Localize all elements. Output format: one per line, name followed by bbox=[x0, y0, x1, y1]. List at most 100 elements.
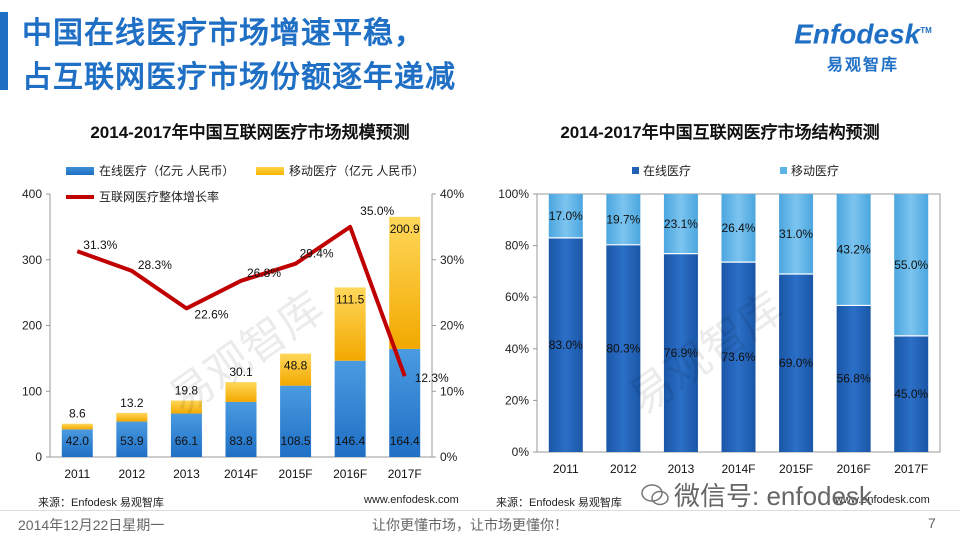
y2-tick-label: 20% bbox=[440, 319, 464, 333]
y-tick-label: 20% bbox=[505, 393, 529, 407]
x-tick-label: 2017F bbox=[388, 467, 422, 481]
wechat-icon bbox=[641, 483, 669, 505]
legend-swatch-blue bbox=[66, 166, 94, 175]
y-tick-label: 200 bbox=[22, 319, 42, 333]
mobile-medical-bar bbox=[170, 400, 202, 414]
y2-tick-label: 40% bbox=[440, 187, 464, 201]
growth-rate-label: 12.3% bbox=[415, 371, 449, 385]
growth-rate-line bbox=[76, 224, 407, 377]
x-tick-label: 2017F bbox=[894, 462, 928, 476]
x-tick-label: 2012 bbox=[610, 462, 637, 476]
mobile-share-bar bbox=[663, 194, 698, 254]
x-tick-label: 2016F bbox=[837, 462, 871, 476]
mobile-share-bar bbox=[721, 194, 756, 263]
wechat-id: 微信号: enfodesk bbox=[674, 481, 872, 511]
online-share-bar bbox=[894, 335, 929, 452]
growth-rate-label: 26.8% bbox=[247, 266, 281, 280]
y-tick-label: 400 bbox=[22, 187, 42, 201]
growth-rate-label: 22.6% bbox=[194, 307, 228, 321]
y2-tick-label: 30% bbox=[440, 253, 464, 267]
x-tick-label: 2014F bbox=[721, 462, 755, 476]
y2-tick-label: 10% bbox=[440, 384, 464, 398]
online-share-label: 56.8% bbox=[837, 372, 871, 386]
mobile-share-label: 19.7% bbox=[606, 212, 640, 226]
page-title-line2: 占互联网医疗市场份额逐年递减 bbox=[22, 61, 456, 94]
mobile-share-bar bbox=[606, 194, 641, 245]
mobile-value-label: 200.9 bbox=[390, 222, 420, 236]
legend-label: 移动医疗 bbox=[791, 164, 840, 178]
footer-date: 2014年12月22日星期一 bbox=[18, 517, 165, 533]
left-source: 来源：Enfodesk 易观智库 bbox=[38, 497, 164, 509]
enfodesk-logo: EnfodeskTM 易观智库 bbox=[788, 14, 938, 74]
y-tick-label: 100 bbox=[22, 384, 42, 398]
legend-label: 在线医疗（亿元 人民币） bbox=[99, 164, 235, 178]
logo-tm: TM bbox=[920, 26, 932, 35]
mobile-share-label: 31.0% bbox=[779, 227, 813, 241]
legend-swatch-light-blue bbox=[780, 167, 787, 174]
online-value-label: 164.4 bbox=[390, 434, 420, 448]
logo-subtitle: 易观智库 bbox=[826, 57, 899, 75]
mobile-medical-bar bbox=[225, 382, 257, 402]
legend-online-medical: 在线医疗（亿元 人民币） bbox=[66, 162, 234, 179]
y-tick-label: 40% bbox=[505, 342, 529, 356]
online-share-bar bbox=[779, 273, 814, 452]
online-medical-bar bbox=[280, 385, 312, 457]
online-medical-bar bbox=[170, 413, 202, 457]
x-tick-label: 2013 bbox=[173, 467, 200, 481]
page-number: 7 bbox=[928, 515, 936, 531]
logo-brand-text: Enfodesk bbox=[794, 18, 921, 50]
y-tick-label: 0% bbox=[512, 445, 530, 459]
mobile-value-label: 30.1 bbox=[229, 365, 253, 379]
x-tick-label: 2014F bbox=[224, 467, 258, 481]
footer-divider bbox=[0, 510, 960, 511]
online-share-label: 45.0% bbox=[894, 387, 928, 401]
online-value-label: 42.0 bbox=[66, 434, 90, 448]
mobile-medical-bar bbox=[389, 216, 421, 349]
legend-online-share: 在线医疗 bbox=[632, 162, 691, 179]
legend-label: 在线医疗 bbox=[643, 164, 692, 178]
online-medical-bar bbox=[116, 421, 148, 457]
watermark-right: 易观智库 bbox=[620, 283, 792, 424]
online-share-bar bbox=[836, 305, 871, 452]
y-tick-label: 80% bbox=[505, 239, 529, 253]
right-source: 来源：Enfodesk 易观智库 bbox=[496, 497, 622, 509]
wechat-watermark: 微信号: enfodesk bbox=[640, 476, 872, 513]
online-share-label: 76.9% bbox=[664, 346, 698, 360]
legend-swatch-red-line bbox=[66, 194, 94, 199]
mobile-medical-bar bbox=[116, 412, 148, 422]
mobile-share-bar bbox=[836, 194, 871, 306]
mobile-medical-bar bbox=[334, 287, 366, 361]
online-share-bar bbox=[721, 262, 756, 452]
online-share-bar bbox=[548, 237, 583, 452]
online-medical-bar bbox=[334, 360, 366, 457]
online-share-bar bbox=[663, 253, 698, 452]
x-tick-label: 2016F bbox=[333, 467, 367, 481]
right-chart-title: 2014-2017年中国互联网医疗市场结构预测 bbox=[560, 123, 880, 142]
y2-tick-label: 0% bbox=[440, 450, 458, 464]
legend-mobile-share: 移动医疗 bbox=[780, 162, 839, 179]
online-value-label: 146.4 bbox=[335, 434, 365, 448]
legend-label: 互联网医疗整体增长率 bbox=[99, 190, 220, 204]
online-share-bar bbox=[606, 244, 641, 452]
footer-slogan: 让你更懂市场，让市场更懂你！ bbox=[372, 517, 568, 533]
x-tick-label: 2011 bbox=[64, 467, 90, 481]
growth-rate-label: 31.3% bbox=[83, 238, 117, 252]
mobile-share-label: 23.1% bbox=[664, 217, 698, 231]
mobile-share-label: 26.4% bbox=[721, 221, 755, 235]
growth-rate-label: 29.4% bbox=[300, 247, 334, 261]
mobile-medical-bar bbox=[280, 353, 312, 386]
mobile-share-label: 17.0% bbox=[549, 209, 583, 223]
online-value-label: 108.5 bbox=[281, 434, 311, 448]
mobile-share-bar bbox=[779, 194, 814, 274]
left-site: www.enfodesk.com bbox=[364, 494, 459, 506]
mobile-value-label: 48.8 bbox=[284, 359, 308, 373]
mobile-value-label: 8.6 bbox=[69, 407, 86, 421]
mobile-value-label: 13.2 bbox=[120, 396, 144, 410]
legend-label: 移动医疗（亿元 人民币） bbox=[289, 164, 425, 178]
mobile-share-label: 43.2% bbox=[837, 243, 871, 257]
left-chart-title: 2014-2017年中国互联网医疗市场规模预测 bbox=[90, 123, 410, 142]
online-medical-bar bbox=[61, 429, 93, 457]
title-accent-bar bbox=[0, 12, 8, 90]
y-tick-label: 100% bbox=[498, 187, 529, 201]
mobile-value-label: 111.5 bbox=[336, 292, 365, 306]
